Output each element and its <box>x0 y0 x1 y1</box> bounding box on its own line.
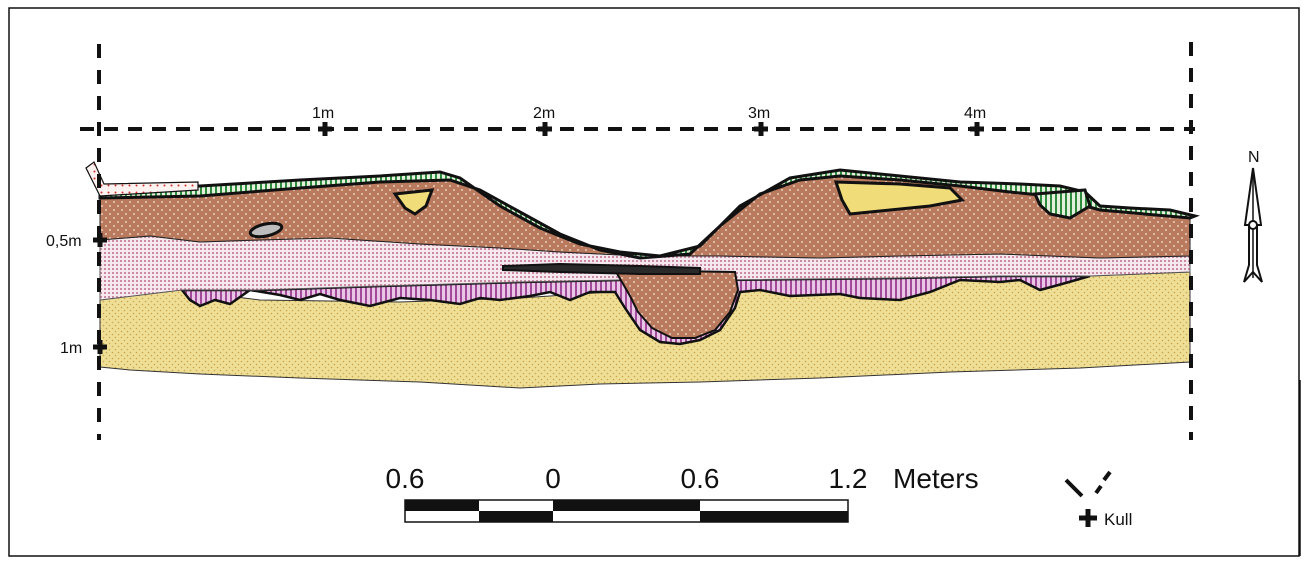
legend-label-kull: Kull <box>1104 510 1132 529</box>
charcoal-lens <box>502 262 701 275</box>
yellow-lens-right <box>833 180 966 216</box>
horizontal-mark-2: 2m <box>533 105 555 136</box>
cross-marker-icon <box>93 233 107 247</box>
depth-mark-1: 1m <box>60 340 107 357</box>
horizontal-mark-1: 1m <box>312 105 334 136</box>
mark-label-4m: 4m <box>964 105 986 122</box>
legend: Kull <box>1064 470 1132 529</box>
north-arrow: N <box>1243 149 1263 283</box>
scale-label-1: 0 <box>545 463 561 494</box>
depth-mark-05: 0,5m <box>46 233 107 250</box>
north-label: N <box>1248 149 1260 166</box>
scale-segment <box>405 500 479 511</box>
turf-layer <box>98 168 1200 260</box>
scale-bar: 0.6 0 0.6 1.2 Meters <box>386 463 979 523</box>
cross-marker-icon <box>970 122 984 136</box>
surface-fragment <box>85 161 199 197</box>
mark-label-1m: 1m <box>312 105 334 122</box>
depth-label-05m: 0,5m <box>46 233 82 250</box>
horizontal-mark-4: 4m <box>964 105 986 136</box>
stone <box>248 221 284 239</box>
mark-label-2m: 2m <box>533 105 555 122</box>
scale-segment <box>553 500 700 511</box>
scale-unit: Meters <box>893 463 979 494</box>
scale-label-2: 0.6 <box>681 463 720 494</box>
kull-cross-icon <box>1079 509 1097 527</box>
depth-label-1m: 1m <box>60 340 82 357</box>
mark-label-3m: 3m <box>748 105 770 122</box>
cross-marker-icon <box>318 122 332 136</box>
scale-label-3: 1.2 <box>829 463 868 494</box>
yellow-lens-left <box>392 188 435 216</box>
cross-marker-icon <box>754 122 768 136</box>
scale-segment <box>479 511 553 522</box>
cross-marker-icon <box>538 122 552 136</box>
horizontal-mark-3: 3m <box>748 105 770 136</box>
scale-label-0: 0.6 <box>386 463 425 494</box>
scale-segment <box>700 511 848 522</box>
cross-marker-icon <box>93 340 107 354</box>
legend-dashes-icon <box>1064 470 1112 498</box>
pit-fill <box>613 268 740 339</box>
turf-wedge <box>1032 188 1092 220</box>
